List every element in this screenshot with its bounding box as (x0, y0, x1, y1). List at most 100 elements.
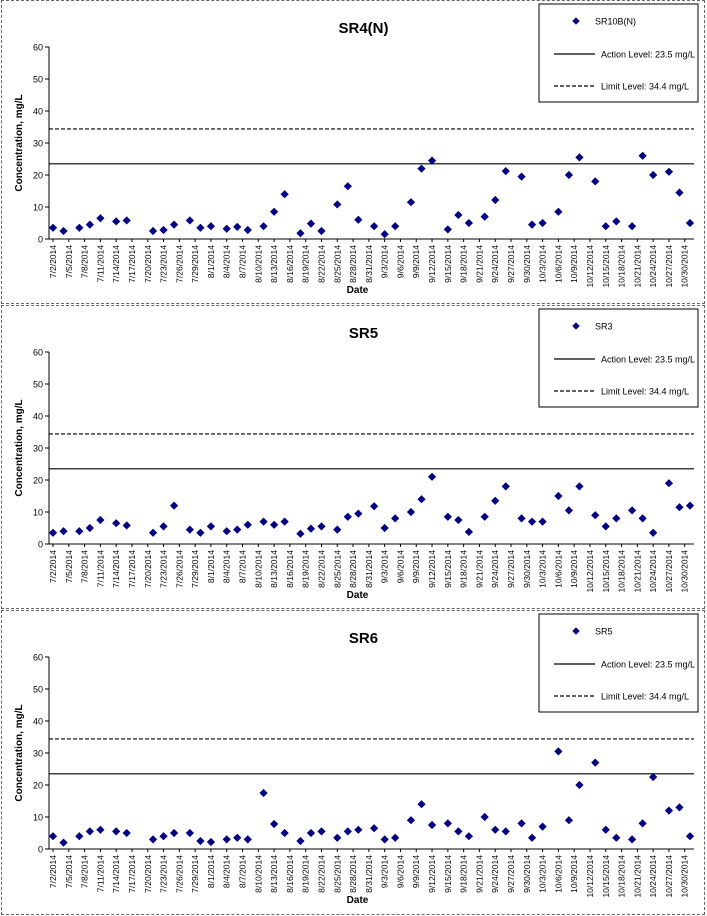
data-point (601, 222, 610, 231)
y-axis-label: Concentration, mg/L (14, 704, 25, 801)
x-axis-label: Date (347, 895, 369, 906)
y-tick-label: 30 (33, 749, 43, 759)
y-tick-label: 10 (33, 813, 43, 823)
data-point (601, 522, 610, 531)
x-tick-label: 10/21/2014 (632, 245, 642, 288)
data-point (391, 222, 400, 231)
data-point (343, 827, 352, 836)
y-tick-label: 0 (38, 540, 43, 550)
data-point (206, 522, 216, 531)
x-tick-label: 10/6/2014 (553, 245, 563, 283)
data-point (627, 835, 637, 844)
data-point (48, 832, 58, 841)
y-tick-label: 50 (33, 685, 43, 695)
x-tick-label: 10/24/2014 (648, 245, 658, 288)
x-tick-label: 8/25/2014 (332, 245, 342, 283)
chart-sr6: SR6 Concentration, mg/L Date 0 10 20 30 40 50 60 7… (14, 613, 699, 906)
data-point (159, 225, 168, 235)
x-tick-label: 8/31/2014 (364, 245, 374, 283)
data-point (122, 216, 131, 225)
x-tick-label: 8/31/2014 (364, 550, 374, 588)
x-tick-label: 7/26/2014 (174, 550, 184, 588)
x-tick-label: 9/12/2014 (427, 855, 437, 893)
data-point (638, 819, 647, 828)
data-point (627, 506, 637, 515)
data-point (196, 528, 205, 537)
data-point (196, 836, 205, 846)
legend-reference-label: Action Level: 23.5 mg/L (601, 50, 695, 60)
x-tick-label: 8/1/2014 (206, 245, 216, 278)
x-tick-label: 9/9/2014 (411, 245, 421, 278)
legend: SR3 Action Level: 23.5 mg/L Limit Level: 3… (538, 308, 699, 408)
x-tick-label: 8/16/2014 (285, 855, 295, 893)
y-tick-label: 30 (33, 139, 43, 149)
x-tick-label: 9/3/2014 (380, 855, 390, 888)
legend-series-marker (572, 322, 580, 330)
data-point (122, 828, 131, 838)
data-point (480, 212, 489, 221)
x-axis-label: Date (347, 285, 369, 296)
data-point (454, 515, 463, 525)
x-tick-label: 8/7/2014 (238, 245, 248, 278)
x-tick-label: 10/18/2014 (617, 550, 627, 593)
data-point (169, 220, 179, 229)
legend-reference-label: Limit Level: 34.4 mg/L (601, 387, 689, 397)
x-axis-label: Date (347, 590, 369, 601)
data-point (233, 525, 242, 534)
data-point (259, 788, 268, 798)
data-point (296, 836, 305, 846)
y-tick-label: 20 (33, 781, 43, 791)
x-tick-label: 7/5/2014 (64, 855, 74, 888)
x-tick-label: 10/27/2014 (664, 245, 674, 288)
legend: SR10B(N) Action Level: 23.5 mg/L Limit Lev… (538, 3, 699, 103)
chart-title: SR5 (349, 325, 378, 342)
data-point (59, 838, 68, 847)
chart-panel-sr6: SR6 Concentration, mg/L Date 0 10 20 30 40 50 60 7… (1, 610, 705, 915)
data-point (306, 524, 316, 533)
data-point (354, 825, 363, 834)
x-tick-label: 9/6/2014 (395, 855, 405, 888)
data-point (380, 523, 389, 533)
data-point (664, 479, 674, 488)
x-tick-label: 8/22/2014 (316, 245, 326, 283)
x-tick-label: 10/24/2014 (648, 855, 658, 898)
data-point (96, 214, 105, 223)
x-tick-label: 7/11/2014 (95, 550, 105, 587)
data-point (527, 220, 537, 229)
y-tick-label: 40 (33, 412, 43, 422)
data-point (406, 507, 416, 517)
legend-box (538, 3, 699, 103)
data-point (480, 512, 489, 521)
data-point (48, 528, 58, 537)
data-point (185, 216, 194, 225)
data-point (233, 222, 242, 231)
data-point (649, 528, 658, 537)
x-tick-label: 8/13/2014 (269, 245, 279, 283)
data-point (75, 832, 84, 841)
x-tick-label: 7/17/2014 (127, 855, 137, 893)
x-tick-label: 7/8/2014 (80, 550, 90, 583)
x-tick-label: 7/26/2014 (174, 245, 184, 283)
data-point (649, 170, 658, 180)
legend-box (538, 613, 699, 713)
data-point (612, 217, 621, 226)
x-tick-label: 9/15/2014 (443, 245, 453, 283)
data-point (685, 218, 695, 228)
x-tick-label: 10/9/2014 (569, 245, 579, 283)
data-point (317, 226, 326, 236)
data-point (527, 833, 537, 842)
legend-series-marker (572, 627, 580, 635)
x-tick-label: 9/6/2014 (395, 550, 405, 583)
x-tick-label: 9/6/2014 (395, 245, 405, 278)
x-tick-label: 8/10/2014 (253, 550, 263, 588)
data-point (675, 503, 684, 512)
data-point (601, 825, 610, 834)
x-tick-label: 9/3/2014 (380, 245, 390, 278)
x-tick-label: 7/23/2014 (159, 855, 169, 893)
data-point (464, 832, 473, 841)
x-tick-label: 8/25/2014 (332, 855, 342, 893)
data-point (354, 509, 363, 518)
data-point (638, 151, 647, 160)
x-tick-label: 8/10/2014 (253, 855, 263, 893)
data-point (591, 511, 600, 520)
